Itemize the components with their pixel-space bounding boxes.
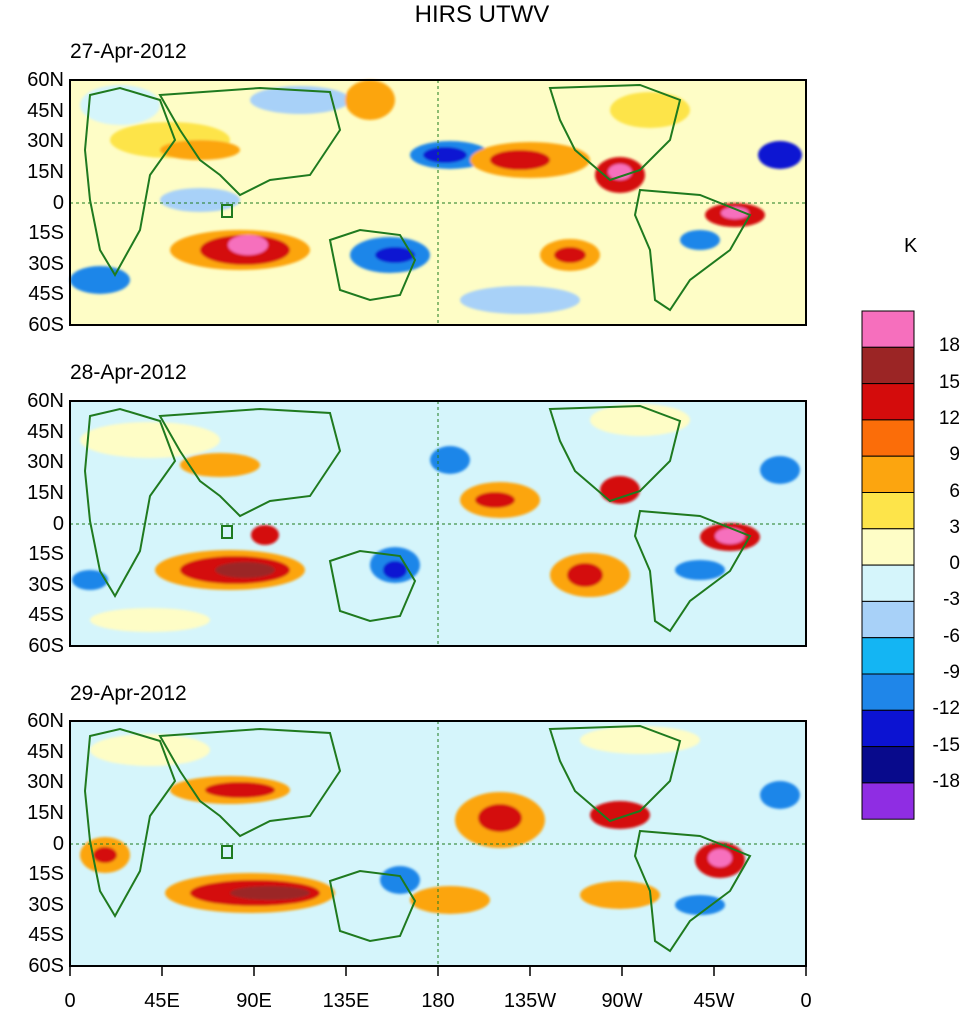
colorbar-label: -18 [932, 770, 960, 792]
colorbar-swatch [861, 709, 915, 748]
colorbar-swatch [861, 673, 915, 711]
lon-label: 90W [601, 990, 643, 1012]
lat-label: 15N [27, 160, 64, 183]
panel-date-3: 29-Apr-2012 [70, 682, 187, 705]
lon-label: 135W [503, 990, 557, 1012]
lon-label: 0 [800, 990, 812, 1012]
panel-date-1: 27-Apr-2012 [70, 40, 187, 63]
lat-label: 0 [52, 832, 64, 855]
axis-ticks [69, 966, 807, 976]
map-panel-3 [69, 720, 807, 967]
lat-label: 45N [27, 99, 64, 122]
lat-label: 45S [28, 283, 64, 306]
map-panel-1 [69, 79, 807, 326]
lon-label: 45W [693, 990, 735, 1012]
colorbar-label: 3 [949, 516, 960, 538]
colorbar-swatch [861, 564, 915, 602]
lat-label: 15S [28, 543, 64, 566]
lat-label: 45S [28, 604, 64, 627]
lat-label: 60N [27, 390, 64, 412]
lat-label: 30N [27, 451, 64, 474]
lat-label: 30N [27, 771, 64, 794]
colorbar-label: -12 [932, 698, 960, 720]
lon-label: 90E [236, 990, 272, 1012]
lat-label: 30S [28, 252, 64, 275]
lat-label: 60N [27, 710, 64, 732]
colorbar-swatch [861, 492, 915, 530]
lat-label: 45N [27, 420, 64, 443]
colorbar-swatch [861, 600, 915, 639]
lat-label: 15S [28, 222, 64, 245]
colorbar-swatch [861, 383, 915, 421]
figure-title: HIRS UTWV [414, 1, 550, 28]
colorbar-label: 6 [949, 480, 960, 502]
lat-label: 45S [28, 924, 64, 947]
map-panel-2 [69, 400, 807, 647]
lat-label: 15N [27, 481, 64, 504]
lat-label: 0 [52, 191, 64, 214]
lat-label: 45N [27, 740, 64, 763]
colorbar-label: -3 [943, 589, 960, 611]
colorbar-swatch [861, 455, 915, 494]
colorbar [861, 310, 915, 820]
colorbar-label: 0 [949, 553, 960, 575]
colorbar-swatch [861, 746, 915, 784]
lon-label: 45E [144, 990, 180, 1012]
lat-label: 30S [28, 573, 64, 596]
colorbar-swatch [861, 310, 915, 348]
colorbar-unit: K [904, 235, 918, 257]
lon-label: 180 [421, 990, 455, 1012]
lat-label: 60S [28, 635, 64, 657]
colorbar-label: -15 [932, 734, 960, 756]
lat-label: 30S [28, 893, 64, 916]
lat-label: 60N [27, 69, 64, 91]
colorbar-label: -6 [943, 625, 960, 647]
lat-label: 0 [52, 512, 64, 535]
colorbar-label: 18 [938, 335, 960, 357]
colorbar-swatch [861, 637, 915, 675]
colorbar-swatch [861, 528, 915, 566]
colorbar-swatch [861, 346, 915, 385]
lat-label: 60S [28, 955, 64, 977]
colorbar-swatch [861, 782, 915, 820]
lat-label: 30N [27, 130, 64, 153]
panel-date-2: 28-Apr-2012 [70, 361, 187, 384]
lat-label: 60S [28, 314, 64, 336]
lon-label: 135E [322, 990, 370, 1012]
colorbar-label: 15 [938, 371, 960, 393]
lat-label: 15N [27, 801, 64, 824]
colorbar-swatch [861, 419, 915, 457]
colorbar-label: 9 [949, 444, 960, 466]
colorbar-label: 12 [938, 407, 960, 429]
lon-label: 0 [64, 990, 76, 1012]
colorbar-label: -9 [943, 662, 960, 683]
lat-label: 15S [28, 863, 64, 886]
